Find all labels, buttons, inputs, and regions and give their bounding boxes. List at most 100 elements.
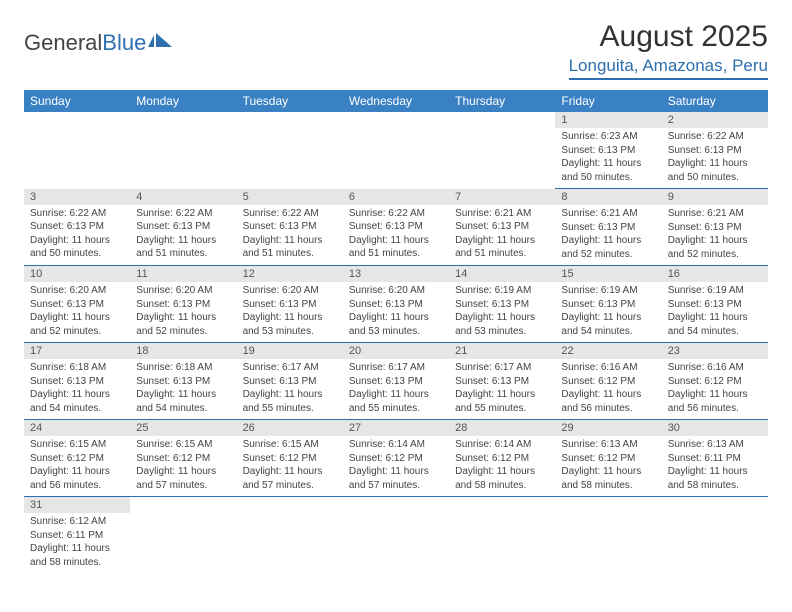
day-details: Sunrise: 6:23 AMSunset: 6:13 PMDaylight:…	[555, 128, 661, 188]
sunset-line: Sunset: 6:13 PM	[349, 375, 443, 389]
sunrise-line: Sunrise: 6:21 AM	[668, 207, 762, 221]
calendar-cell	[343, 112, 449, 189]
calendar-cell: 30Sunrise: 6:13 AMSunset: 6:11 PMDayligh…	[662, 420, 768, 497]
day-details	[662, 513, 768, 567]
sunrise-line: Sunrise: 6:20 AM	[136, 284, 230, 298]
day-number	[237, 112, 343, 128]
daylight-line: Daylight: 11 hours and 58 minutes.	[455, 465, 549, 492]
day-number: 4	[130, 189, 236, 205]
calendar-cell: 26Sunrise: 6:15 AMSunset: 6:12 PMDayligh…	[237, 420, 343, 497]
day-details: Sunrise: 6:20 AMSunset: 6:13 PMDaylight:…	[237, 282, 343, 342]
day-details: Sunrise: 6:21 AMSunset: 6:13 PMDaylight:…	[555, 205, 661, 265]
weekday-header: Saturday	[662, 90, 768, 112]
sunrise-line: Sunrise: 6:22 AM	[136, 207, 230, 221]
calendar-cell: 13Sunrise: 6:20 AMSunset: 6:13 PMDayligh…	[343, 266, 449, 343]
weekday-header: Sunday	[24, 90, 130, 112]
calendar-row: 3Sunrise: 6:22 AMSunset: 6:13 PMDaylight…	[24, 189, 768, 266]
daylight-line: Daylight: 11 hours and 57 minutes.	[349, 465, 443, 492]
page-title: August 2025	[569, 20, 768, 54]
day-details: Sunrise: 6:22 AMSunset: 6:13 PMDaylight:…	[130, 205, 236, 265]
calendar-cell: 3Sunrise: 6:22 AMSunset: 6:13 PMDaylight…	[24, 189, 130, 266]
calendar-table: SundayMondayTuesdayWednesdayThursdayFrid…	[24, 90, 768, 573]
day-details: Sunrise: 6:22 AMSunset: 6:13 PMDaylight:…	[343, 205, 449, 265]
sunset-line: Sunset: 6:12 PM	[561, 375, 655, 389]
calendar-cell: 7Sunrise: 6:21 AMSunset: 6:13 PMDaylight…	[449, 189, 555, 266]
daylight-line: Daylight: 11 hours and 54 minutes.	[30, 388, 124, 415]
sunset-line: Sunset: 6:13 PM	[349, 220, 443, 234]
day-number: 17	[24, 343, 130, 359]
day-number: 14	[449, 266, 555, 282]
logo-word1: General	[24, 30, 102, 55]
day-number: 27	[343, 420, 449, 436]
sunrise-line: Sunrise: 6:14 AM	[349, 438, 443, 452]
sunset-line: Sunset: 6:13 PM	[243, 375, 337, 389]
day-number	[449, 497, 555, 513]
day-details: Sunrise: 6:22 AMSunset: 6:13 PMDaylight:…	[662, 128, 768, 188]
daylight-line: Daylight: 11 hours and 52 minutes.	[561, 234, 655, 261]
daylight-line: Daylight: 11 hours and 58 minutes.	[30, 542, 124, 569]
calendar-cell: 12Sunrise: 6:20 AMSunset: 6:13 PMDayligh…	[237, 266, 343, 343]
daylight-line: Daylight: 11 hours and 51 minutes.	[136, 234, 230, 261]
sunset-line: Sunset: 6:13 PM	[455, 220, 549, 234]
sunrise-line: Sunrise: 6:13 AM	[561, 438, 655, 452]
day-number: 31	[24, 497, 130, 513]
sunset-line: Sunset: 6:12 PM	[455, 452, 549, 466]
daylight-line: Daylight: 11 hours and 54 minutes.	[561, 311, 655, 338]
sunset-line: Sunset: 6:13 PM	[561, 221, 655, 235]
day-number: 1	[555, 112, 661, 128]
daylight-line: Daylight: 11 hours and 52 minutes.	[668, 234, 762, 261]
sunset-line: Sunset: 6:12 PM	[668, 375, 762, 389]
day-details: Sunrise: 6:19 AMSunset: 6:13 PMDaylight:…	[449, 282, 555, 342]
calendar-row: 31Sunrise: 6:12 AMSunset: 6:11 PMDayligh…	[24, 497, 768, 574]
sunset-line: Sunset: 6:13 PM	[136, 220, 230, 234]
weekday-header: Wednesday	[343, 90, 449, 112]
sunset-line: Sunset: 6:13 PM	[30, 220, 124, 234]
daylight-line: Daylight: 11 hours and 58 minutes.	[668, 465, 762, 492]
sunrise-line: Sunrise: 6:18 AM	[30, 361, 124, 375]
logo-word2: Blue	[102, 30, 146, 55]
weekday-header: Tuesday	[237, 90, 343, 112]
calendar-cell: 25Sunrise: 6:15 AMSunset: 6:12 PMDayligh…	[130, 420, 236, 497]
day-number: 10	[24, 266, 130, 282]
flag-icon	[148, 33, 174, 54]
calendar-cell: 18Sunrise: 6:18 AMSunset: 6:13 PMDayligh…	[130, 343, 236, 420]
sunrise-line: Sunrise: 6:22 AM	[668, 130, 762, 144]
sunrise-line: Sunrise: 6:22 AM	[30, 207, 124, 221]
calendar-cell: 29Sunrise: 6:13 AMSunset: 6:12 PMDayligh…	[555, 420, 661, 497]
day-details: Sunrise: 6:17 AMSunset: 6:13 PMDaylight:…	[237, 359, 343, 419]
day-details	[130, 513, 236, 567]
sunrise-line: Sunrise: 6:22 AM	[243, 207, 337, 221]
day-number: 22	[555, 343, 661, 359]
sunset-line: Sunset: 6:13 PM	[136, 298, 230, 312]
day-number	[130, 497, 236, 513]
day-number	[343, 497, 449, 513]
day-number: 30	[662, 420, 768, 436]
day-details: Sunrise: 6:21 AMSunset: 6:13 PMDaylight:…	[449, 205, 555, 265]
day-number: 20	[343, 343, 449, 359]
calendar-cell: 31Sunrise: 6:12 AMSunset: 6:11 PMDayligh…	[24, 497, 130, 574]
day-details: Sunrise: 6:13 AMSunset: 6:11 PMDaylight:…	[662, 436, 768, 496]
calendar-cell: 24Sunrise: 6:15 AMSunset: 6:12 PMDayligh…	[24, 420, 130, 497]
day-details: Sunrise: 6:17 AMSunset: 6:13 PMDaylight:…	[449, 359, 555, 419]
calendar-cell: 19Sunrise: 6:17 AMSunset: 6:13 PMDayligh…	[237, 343, 343, 420]
sunset-line: Sunset: 6:12 PM	[30, 452, 124, 466]
day-number	[343, 112, 449, 128]
daylight-line: Daylight: 11 hours and 53 minutes.	[455, 311, 549, 338]
calendar-cell	[555, 497, 661, 574]
daylight-line: Daylight: 11 hours and 53 minutes.	[349, 311, 443, 338]
day-details: Sunrise: 6:20 AMSunset: 6:13 PMDaylight:…	[343, 282, 449, 342]
day-details: Sunrise: 6:16 AMSunset: 6:12 PMDaylight:…	[555, 359, 661, 419]
day-details: Sunrise: 6:15 AMSunset: 6:12 PMDaylight:…	[237, 436, 343, 496]
sunrise-line: Sunrise: 6:17 AM	[455, 361, 549, 375]
day-number: 16	[662, 266, 768, 282]
sunrise-line: Sunrise: 6:21 AM	[561, 207, 655, 221]
calendar-cell: 16Sunrise: 6:19 AMSunset: 6:13 PMDayligh…	[662, 266, 768, 343]
sunrise-line: Sunrise: 6:23 AM	[561, 130, 655, 144]
sunset-line: Sunset: 6:13 PM	[30, 298, 124, 312]
sunrise-line: Sunrise: 6:16 AM	[561, 361, 655, 375]
day-details: Sunrise: 6:21 AMSunset: 6:13 PMDaylight:…	[662, 205, 768, 265]
calendar-cell: 20Sunrise: 6:17 AMSunset: 6:13 PMDayligh…	[343, 343, 449, 420]
sunset-line: Sunset: 6:13 PM	[30, 375, 124, 389]
calendar-cell	[237, 112, 343, 189]
daylight-line: Daylight: 11 hours and 57 minutes.	[243, 465, 337, 492]
